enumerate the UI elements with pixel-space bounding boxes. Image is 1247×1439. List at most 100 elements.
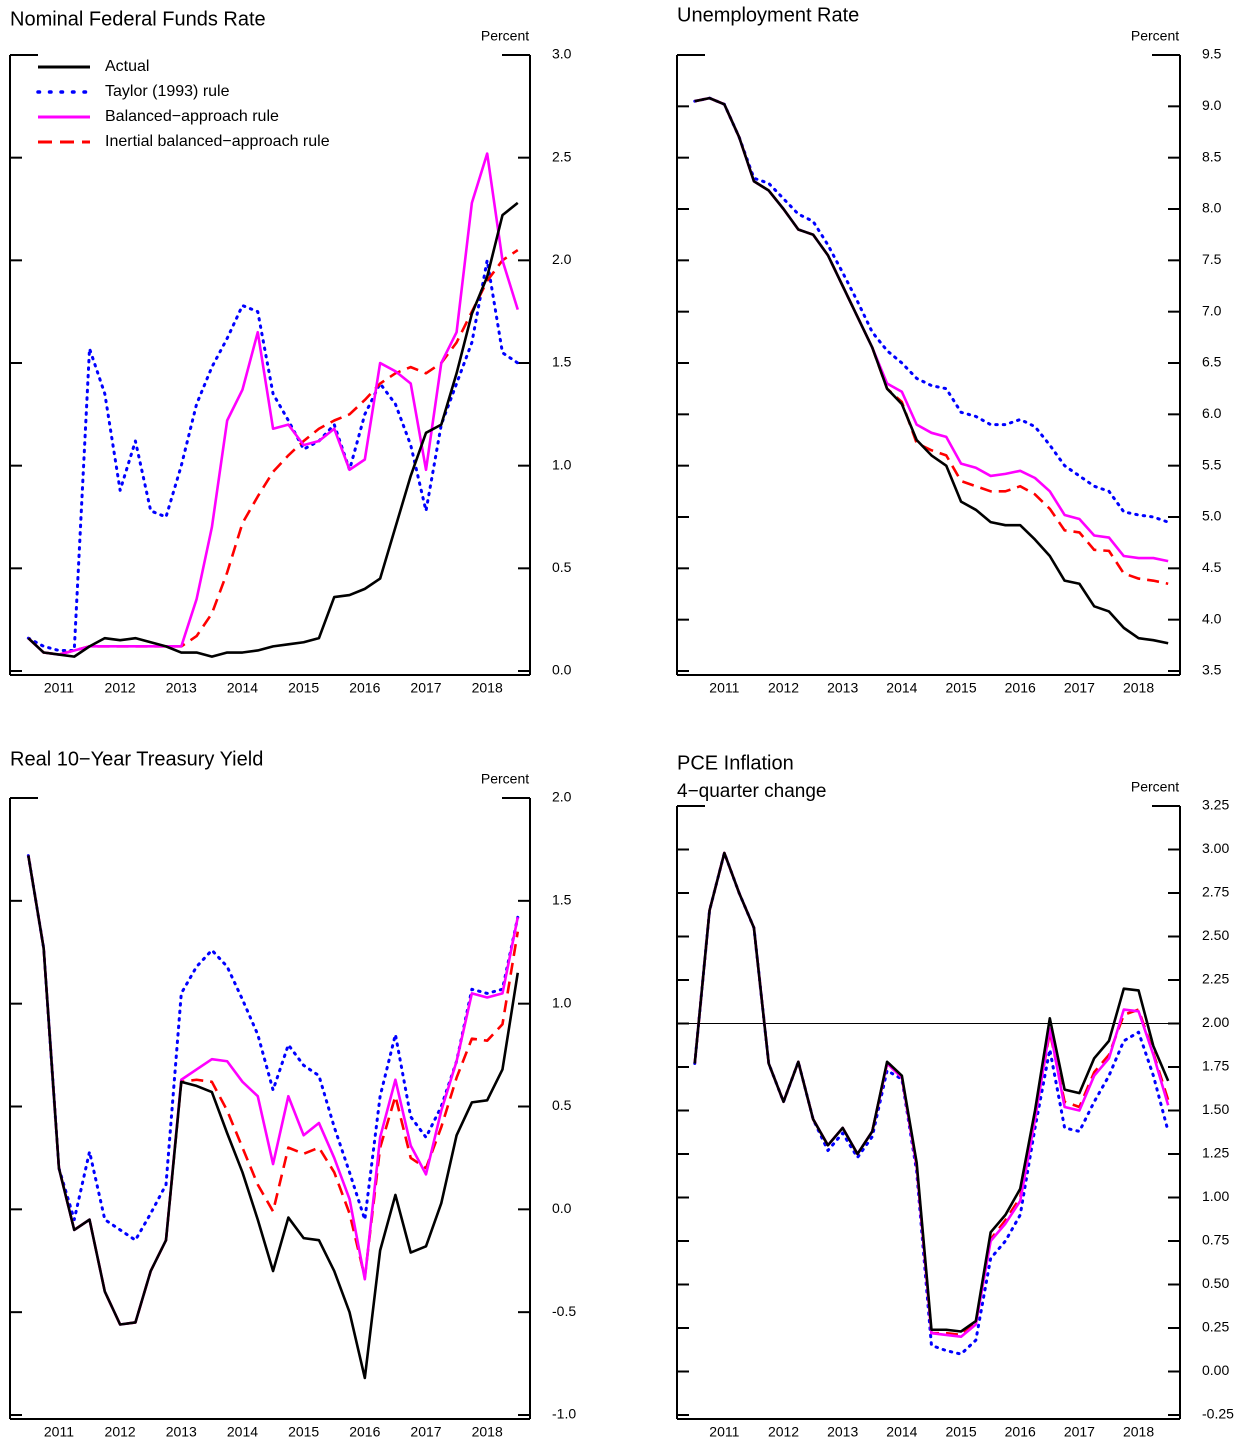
series-line — [27, 248, 519, 656]
y-tick-label: 2.00 — [1202, 1014, 1229, 1030]
y-tick-label: 6.0 — [1202, 405, 1222, 421]
y-tick-label: 0.5 — [552, 1097, 572, 1113]
series-line — [693, 96, 1170, 524]
series-line — [26, 258, 520, 652]
y-tick-label: 1.0 — [552, 456, 572, 472]
x-tick-label: 2011 — [44, 680, 74, 696]
y-tick-label: 9.5 — [1202, 46, 1222, 62]
x-tick-label: 2015 — [288, 1424, 319, 1439]
y-unit: Percent — [481, 771, 529, 787]
series-line — [694, 96, 1169, 563]
x-tick-label: 2014 — [227, 680, 258, 696]
x-tick-label: 2012 — [768, 680, 799, 696]
series-line — [693, 851, 1170, 1338]
x-tick-label: 2012 — [768, 1424, 799, 1439]
x-tick-label: 2015 — [945, 1424, 976, 1439]
chart-title: Unemployment Rate — [677, 4, 859, 26]
y-tick-label: 0.00 — [1202, 1362, 1229, 1378]
x-tick-label: 2011 — [709, 1424, 739, 1439]
x-tick-label: 2016 — [349, 1424, 380, 1439]
y-tick-label: 0.25 — [1202, 1319, 1229, 1335]
series-line — [27, 201, 519, 658]
y-tick-label: 3.5 — [1202, 662, 1222, 678]
chart-title: PCE Inflation — [677, 752, 794, 774]
y-tick-label: 1.25 — [1202, 1145, 1229, 1161]
y-unit: Percent — [481, 28, 529, 44]
series-line — [694, 96, 1169, 645]
y-tick-label: 0.0 — [552, 1200, 572, 1216]
y-tick-label: 2.75 — [1202, 884, 1229, 900]
y-tick-label: 7.5 — [1202, 251, 1222, 267]
y-tick-label: 9.0 — [1202, 97, 1222, 113]
x-tick-label: 2012 — [105, 680, 136, 696]
y-unit: Percent — [1131, 28, 1179, 44]
y-tick-label: 1.00 — [1202, 1188, 1229, 1204]
x-tick-label: 2011 — [44, 1424, 74, 1439]
y-tick-label: 2.5 — [552, 148, 572, 164]
chart-title: Real 10−Year Treasury Yield — [10, 748, 263, 770]
legend-label: Taylor (1993) rule — [105, 83, 230, 100]
series-line — [693, 851, 1170, 1337]
x-tick-label: 2018 — [472, 1424, 503, 1439]
y-tick-label: 2.0 — [552, 251, 572, 267]
y-tick-label: 2.25 — [1202, 971, 1229, 987]
x-tick-label: 2017 — [410, 1424, 441, 1439]
y-tick-label: 1.5 — [552, 354, 572, 370]
y-tick-label: 2.50 — [1202, 927, 1229, 943]
y-tick-label: 3.0 — [552, 46, 572, 62]
y-tick-label: 4.0 — [1202, 610, 1222, 626]
y-tick-label: 0.50 — [1202, 1275, 1229, 1291]
x-tick-label: 2013 — [166, 680, 197, 696]
x-tick-label: 2016 — [349, 680, 380, 696]
y-tick-label: 7.0 — [1202, 302, 1222, 318]
y-tick-label: 1.5 — [552, 892, 572, 908]
x-tick-label: 2014 — [886, 680, 917, 696]
chart-subtitle: 4−quarter change — [677, 781, 826, 802]
y-tick-label: -0.25 — [1202, 1406, 1234, 1422]
x-tick-label: 2012 — [105, 1424, 136, 1439]
y-tick-label: 4.5 — [1202, 559, 1222, 575]
x-tick-label: 2013 — [827, 1424, 858, 1439]
y-tick-label: 1.50 — [1202, 1101, 1229, 1117]
y-tick-label: 8.5 — [1202, 148, 1222, 164]
x-tick-label: 2017 — [1064, 680, 1095, 696]
y-tick-label: 3.25 — [1202, 797, 1229, 813]
chart-title: Nominal Federal Funds Rate — [10, 8, 266, 30]
y-tick-label: -0.5 — [552, 1303, 576, 1319]
y-tick-label: 8.0 — [1202, 200, 1222, 216]
x-tick-label: 2018 — [472, 680, 503, 696]
x-tick-label: 2018 — [1123, 1424, 1154, 1439]
y-tick-label: 5.5 — [1202, 456, 1222, 472]
x-tick-label: 2013 — [166, 1424, 197, 1439]
x-tick-label: 2015 — [288, 680, 319, 696]
legend-label: Actual — [105, 58, 149, 75]
x-tick-label: 2011 — [709, 680, 739, 696]
y-tick-label: 5.0 — [1202, 508, 1222, 524]
y-tick-label: 1.0 — [552, 994, 572, 1010]
series-line — [27, 152, 520, 656]
x-tick-label: 2015 — [945, 680, 976, 696]
y-tick-label: 0.75 — [1202, 1232, 1229, 1248]
series-line — [693, 851, 1170, 1356]
series-line — [26, 854, 520, 1242]
y-tick-label: 6.5 — [1202, 354, 1222, 370]
y-tick-label: 1.75 — [1202, 1058, 1229, 1074]
x-tick-label: 2017 — [410, 680, 441, 696]
series-line — [694, 96, 1169, 586]
y-tick-label: 2.0 — [552, 789, 572, 805]
y-tick-label: 0.0 — [552, 662, 572, 678]
series-line — [693, 851, 1170, 1333]
legend-label: Balanced−approach rule — [105, 108, 279, 125]
x-tick-label: 2016 — [1005, 680, 1036, 696]
x-tick-label: 2016 — [1005, 1424, 1036, 1439]
y-tick-label: -1.0 — [552, 1406, 576, 1422]
y-tick-label: 0.5 — [552, 559, 572, 575]
x-tick-label: 2017 — [1064, 1424, 1095, 1439]
legend-label: Inertial balanced−approach rule — [105, 133, 330, 150]
x-tick-label: 2013 — [827, 680, 858, 696]
series-line — [27, 855, 520, 1380]
x-tick-label: 2014 — [886, 1424, 917, 1439]
y-unit: Percent — [1131, 779, 1179, 795]
y-tick-label: 3.00 — [1202, 840, 1229, 856]
